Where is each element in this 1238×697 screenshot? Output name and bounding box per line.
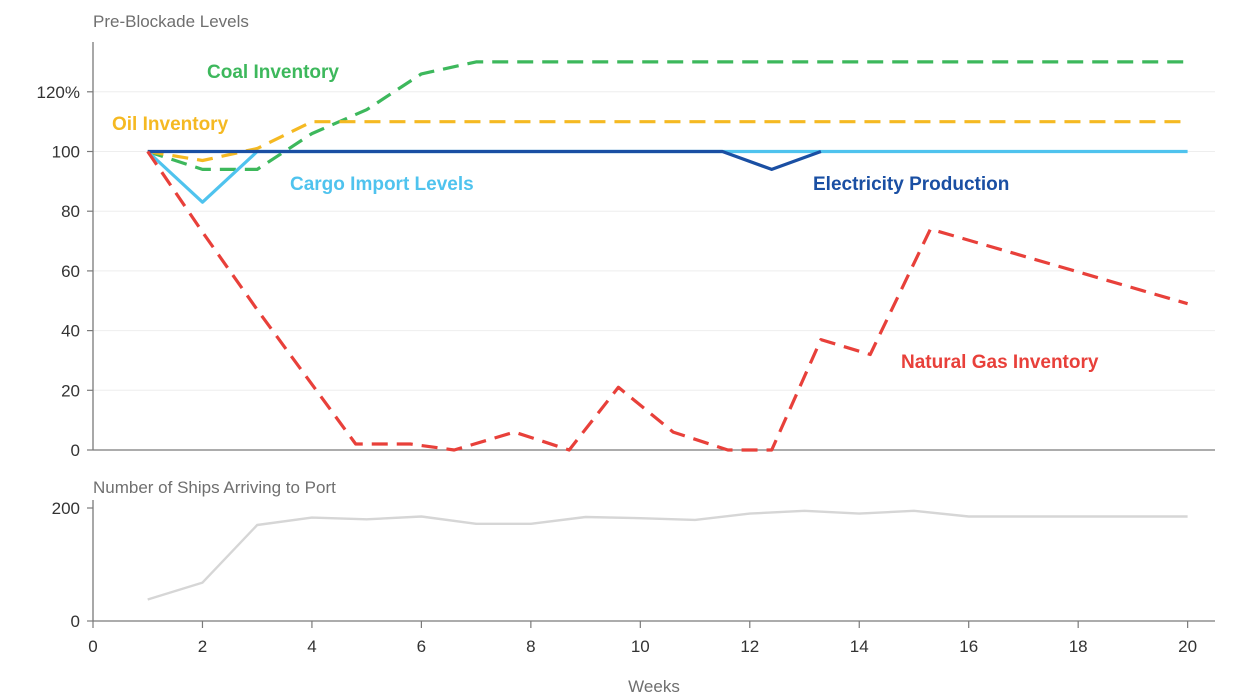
top-y-tick-labels: 0 20 40 60 80 100 120%	[37, 83, 93, 460]
top-y-tick-label: 80	[61, 202, 80, 221]
x-tick-label: 16	[959, 637, 978, 656]
x-tick-label: 2	[198, 637, 207, 656]
top-panel-gridlines	[93, 91, 1215, 391]
series-line-3	[147, 149, 822, 171]
x-tick-label: 12	[740, 637, 759, 656]
top-y-tick-label: 20	[61, 381, 80, 400]
x-tick-label: 14	[850, 637, 869, 656]
x-tick-label: 8	[526, 637, 535, 656]
x-tick-label: 6	[417, 637, 426, 656]
bottom-y-tick-label: 200	[52, 499, 80, 518]
bottom-y-tick-labels: 0 200	[52, 499, 93, 631]
bottom-series-lines	[147, 509, 1188, 601]
x-tick-label: 0	[88, 637, 97, 656]
top-y-tick-label: 100	[52, 143, 80, 162]
series-label-coal: Coal Inventory	[207, 62, 339, 83]
series-label-natural-gas: Natural Gas Inventory	[901, 352, 1099, 373]
x-tick-label: 4	[307, 637, 316, 656]
top-y-tick-label: 60	[61, 262, 80, 281]
series-label-oil: Oil Inventory	[112, 114, 229, 135]
x-tick-label: 18	[1069, 637, 1088, 656]
series-line-1	[147, 120, 1188, 163]
x-tick-label: 10	[631, 637, 650, 656]
top-y-tick-label: 40	[61, 322, 80, 341]
top-y-tick-label: 0	[71, 441, 80, 460]
x-tick-label: 20	[1178, 637, 1197, 656]
series-line-0	[147, 509, 1188, 601]
bottom-panel-title: Number of Ships Arriving to Port	[93, 478, 336, 497]
series-line-4	[146, 150, 1189, 452]
top-panel-title: Pre-Blockade Levels	[93, 12, 249, 31]
bottom-y-tick-label: 0	[71, 612, 80, 631]
series-line-0	[147, 60, 1188, 171]
series-label-electricity: Electricity Production	[813, 174, 1009, 195]
top-series-lines	[146, 60, 1189, 452]
x-axis-title: Weeks	[628, 677, 680, 696]
x-tick-labels: 0 2 4 6 8 10 12 14 16 18 20	[88, 621, 1197, 656]
series-label-cargo: Cargo Import Levels	[290, 174, 474, 195]
top-y-tick-label: 120%	[37, 83, 80, 102]
